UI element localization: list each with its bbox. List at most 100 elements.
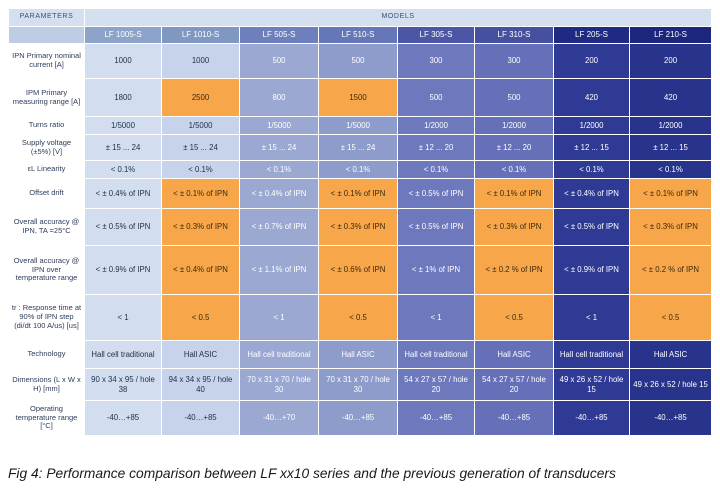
model-header: LF 1005-S [84, 26, 162, 44]
value-cell: < ± 0.5% of IPN [84, 208, 162, 246]
value-cell: ± 15 ... 24 [84, 134, 162, 161]
parameter-label: Offset drift [8, 178, 85, 209]
value-cell: 1000 [84, 43, 162, 79]
value-cell: < 0.1% [318, 160, 398, 179]
model-header: LF 310-S [474, 26, 554, 44]
value-cell: < ± 0.1% of IPN [161, 178, 240, 209]
value-cell: < 0.1% [161, 160, 240, 179]
value-cell: -40…+85 [318, 400, 398, 436]
value-cell: < ± 0.4% of IPN [161, 245, 240, 295]
table-row: Supply voltage (±5%) [V] ± 15 ... 24 ± 15 … [8, 134, 711, 161]
model-header: LF 205-S [553, 26, 630, 44]
value-cell: 49 x 26 x 52 / hole 15 [628, 368, 711, 401]
value-cell: ± 15 ... 24 [239, 134, 319, 161]
value-cell: 1/5000 [84, 116, 162, 135]
parameter-label: Overall accuracy @ IPN, TA =25°C [8, 208, 85, 246]
parameter-label: Overall accuracy @ IPN over temperature … [8, 245, 85, 295]
value-cell: < ± 0.7% of IPN [239, 208, 319, 246]
value-cell: -40…+85 [553, 400, 630, 436]
value-cell: 500 [397, 78, 475, 117]
value-cell: 54 x 27 x 57 / hole 20 [474, 368, 554, 401]
value-cell: 54 x 27 x 57 / hole 20 [397, 368, 475, 401]
value-cell: Hall ASIC [474, 340, 554, 369]
table-row: Overall accuracy @ IPN over temperature … [8, 245, 711, 295]
model-header: LF 305-S [397, 26, 475, 44]
value-cell: -40…+85 [84, 400, 162, 436]
value-cell: 1/5000 [239, 116, 319, 135]
value-cell: 1/2000 [628, 116, 711, 135]
value-cell: < 0.5 [474, 294, 554, 341]
value-cell: Hall cell traditional [397, 340, 475, 369]
parameters-header: Parameters [8, 8, 85, 27]
parameter-label: IPN Primary nominal current [A] [8, 43, 85, 79]
value-cell: < ± 0.6% of IPN [318, 245, 398, 295]
value-cell: -40…+85 [397, 400, 475, 436]
value-cell: 1/2000 [553, 116, 630, 135]
value-cell: 300 [397, 43, 475, 79]
value-cell: < ± 0.5% of IPN [397, 208, 475, 246]
value-cell: < ± 0.4% of IPN [239, 178, 319, 209]
value-cell: < 0.1% [397, 160, 475, 179]
table-row: Dimensions (L x W x H) [mm] 90 x 34 x 95 … [8, 368, 711, 401]
value-cell: 500 [474, 78, 554, 117]
value-cell: 1000 [161, 43, 240, 79]
value-cell: 1500 [318, 78, 398, 117]
value-cell: -40…+85 [474, 400, 554, 436]
model-header: LF 505-S [239, 26, 319, 44]
value-cell: 94 x 34 x 95 / hole 40 [161, 368, 240, 401]
value-cell: < 0.1% [553, 160, 630, 179]
parameter-label: Supply voltage (±5%) [V] [8, 134, 85, 161]
value-cell: < ± 0.2 % of IPN [474, 245, 554, 295]
value-cell: ± 12 ... 15 [553, 134, 630, 161]
parameter-label: Operating temperature range [°C] [8, 400, 85, 436]
value-cell: < ± 0.3% of IPN [318, 208, 398, 246]
value-cell: < ± 0.1% of IPN [474, 178, 554, 209]
value-cell: Hall ASIC [318, 340, 398, 369]
value-cell: < ± 1% of IPN [397, 245, 475, 295]
value-cell: 49 x 26 x 52 / hole 15 [553, 368, 630, 401]
value-cell: < 0.1% [474, 160, 554, 179]
table-row: Offset drift < ± 0.4% of IPN < ± 0.1% of I… [8, 178, 711, 209]
value-cell: 1/2000 [474, 116, 554, 135]
value-cell: Hall cell traditional [84, 340, 162, 369]
value-cell: 1800 [84, 78, 162, 117]
model-header: LF 210-S [628, 26, 711, 44]
figure-caption: Fig 4: Performance comparison between LF… [8, 466, 616, 481]
value-cell: 2500 [161, 78, 240, 117]
value-cell: < 0.1% [239, 160, 319, 179]
value-cell: < ± 0.5% of IPN [553, 208, 630, 246]
value-cell: < ± 0.3% of IPN [628, 208, 711, 246]
comparison-table: Parameters Models LF 1005-S LF 1010-S LF… [8, 8, 711, 436]
value-cell: < ± 0.3% of IPN [474, 208, 554, 246]
value-cell: < ± 0.9% of IPN [84, 245, 162, 295]
value-cell: < 1 [239, 294, 319, 341]
value-cell: 1/5000 [161, 116, 240, 135]
value-cell: < 0.5 [318, 294, 398, 341]
model-header: LF 1010-S [161, 26, 240, 44]
value-cell: ± 15 ... 24 [161, 134, 240, 161]
models-header: Models [83, 8, 711, 27]
value-cell: 500 [239, 43, 319, 79]
value-cell: 1/5000 [318, 116, 398, 135]
table-row: IPN Primary nominal current [A] 1000 1000 5… [8, 43, 711, 79]
value-cell: < ± 0.2 % of IPN [628, 245, 711, 295]
value-cell: ± 12 ... 15 [628, 134, 711, 161]
value-cell: 70 x 31 x 70 / hole 30 [239, 368, 319, 401]
value-cell: < 0.5 [628, 294, 711, 341]
value-cell: 420 [628, 78, 711, 117]
value-cell: 800 [239, 78, 319, 117]
value-cell: < 1 [553, 294, 630, 341]
table-row: Operating temperature range [°C] -40…+85-… [8, 400, 711, 436]
header-group-row: Parameters Models [8, 8, 711, 27]
value-cell: < 0.5 [161, 294, 240, 341]
value-cell: < ± 0.4% of IPN [84, 178, 162, 209]
value-cell: 200 [553, 43, 630, 79]
value-cell: < 0.1% [84, 160, 162, 179]
value-cell: 70 x 31 x 70 / hole 30 [318, 368, 398, 401]
value-cell: Hall cell traditional [239, 340, 319, 369]
value-cell: Hall ASIC [161, 340, 240, 369]
comparison-table-container: Parameters Models LF 1005-S LF 1010-S LF… [8, 8, 711, 460]
table-row: Overall accuracy @ IPN, TA =25°C < ± 0.5%… [8, 208, 711, 246]
value-cell: 420 [553, 78, 630, 117]
parameter-label: εL Linearity [8, 160, 85, 179]
